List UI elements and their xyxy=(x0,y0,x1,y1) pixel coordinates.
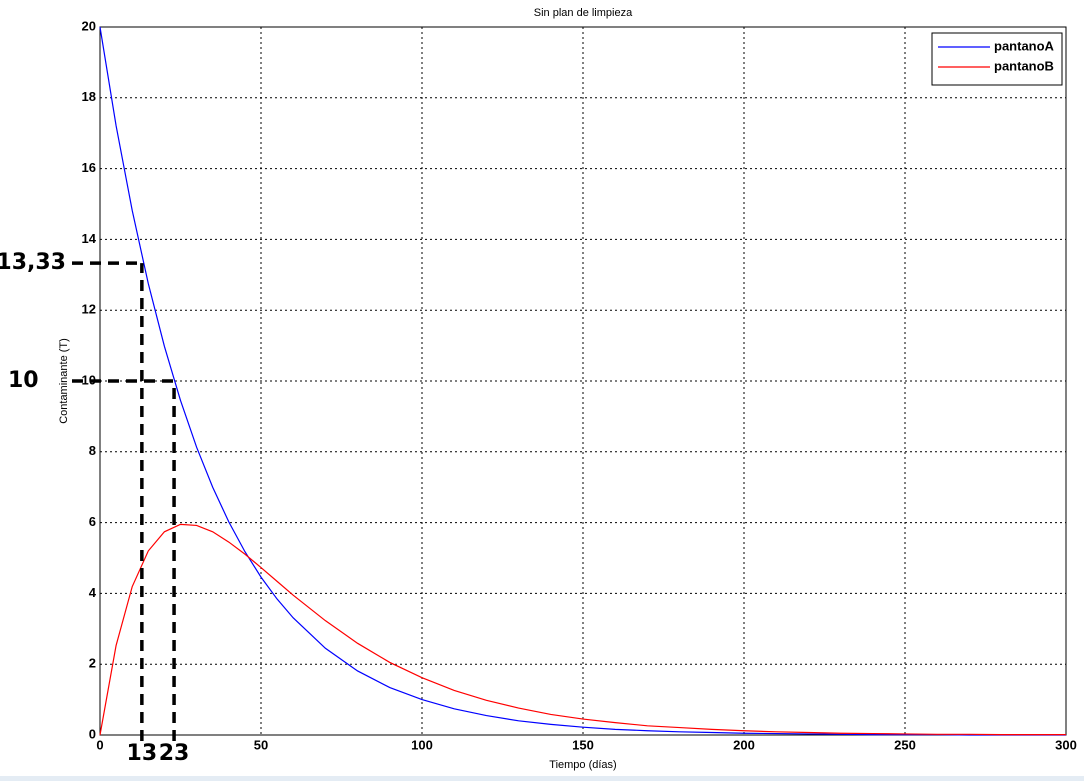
x-tick-label: 0 xyxy=(96,737,103,752)
y-tick-label: 8 xyxy=(89,443,96,458)
y-tick-label: 2 xyxy=(89,656,96,671)
y-axis-label: Contaminante (T) xyxy=(58,338,70,424)
annotation-y-label: 10 xyxy=(8,368,39,393)
x-tick-label: 100 xyxy=(411,737,433,752)
y-tick-label: 0 xyxy=(89,726,96,741)
y-tick-label: 18 xyxy=(82,89,96,104)
y-tick-label: 14 xyxy=(82,231,97,246)
y-tick-label: 20 xyxy=(82,18,96,33)
annotation-x-label: 13 xyxy=(127,741,158,766)
x-tick-label: 150 xyxy=(572,737,594,752)
y-tick-label: 16 xyxy=(82,160,96,175)
line-series xyxy=(99,523,1066,736)
x-tick-label: 200 xyxy=(733,737,755,752)
legend-label: pantanoA xyxy=(994,38,1055,53)
y-tick-label: 6 xyxy=(89,514,96,529)
legend-label: pantanoB xyxy=(994,58,1054,73)
annotation-x-label: 23 xyxy=(159,741,190,766)
legend-box xyxy=(931,32,1063,86)
y-tick-label: 4 xyxy=(89,585,97,600)
x-axis-label: Tiempo (días) xyxy=(549,759,616,771)
y-tick-label: 12 xyxy=(82,302,96,317)
x-tick-label: 300 xyxy=(1055,737,1077,752)
y-tick-label: 10 xyxy=(82,372,96,387)
bottom-strip xyxy=(0,776,1084,781)
chart-title: Sin plan de limpieza xyxy=(534,7,633,19)
annotation-y-label: 13,33 xyxy=(0,250,66,275)
line-series xyxy=(99,26,1066,736)
x-tick-label: 250 xyxy=(894,737,916,752)
x-tick-label: 50 xyxy=(254,737,268,752)
